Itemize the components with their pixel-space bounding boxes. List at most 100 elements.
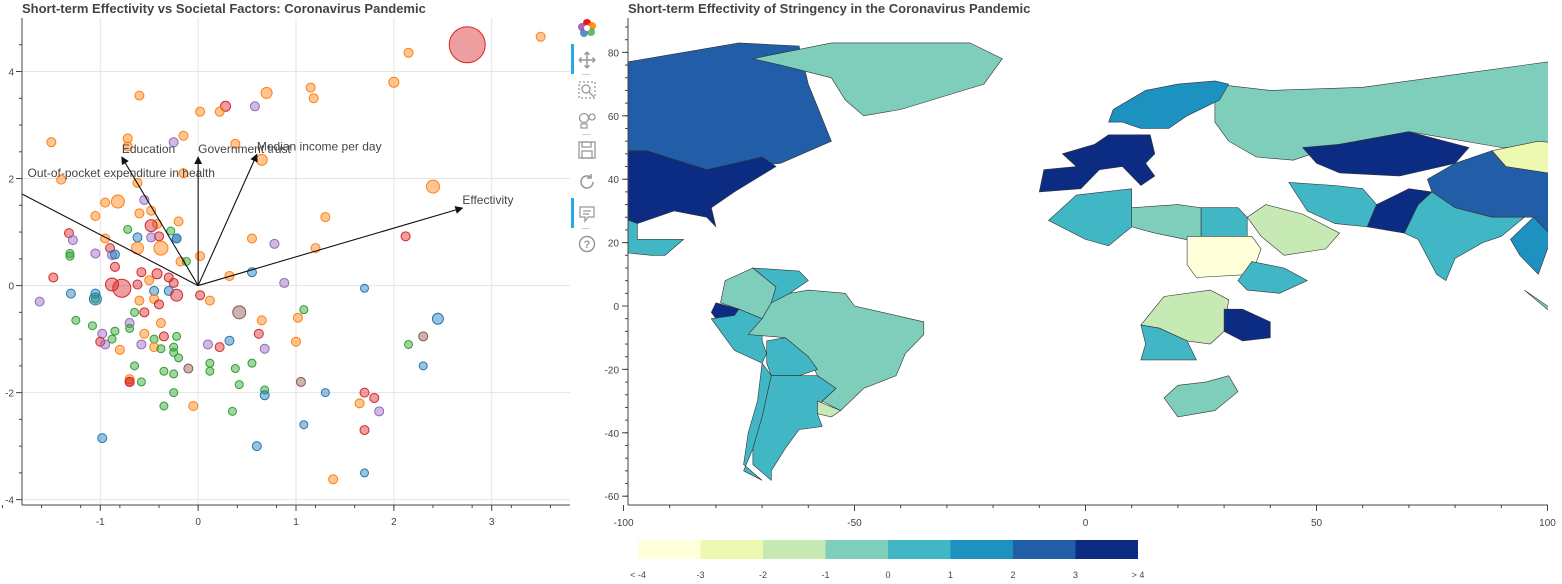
scatter-point [134, 208, 145, 219]
scatter-point [65, 248, 75, 258]
box-zoom-icon[interactable] [577, 80, 597, 100]
scatter-point [360, 283, 369, 293]
pan-icon[interactable] [577, 50, 597, 70]
y-tick-label: 4 [8, 68, 14, 79]
scatter-point [46, 137, 57, 148]
map-y-tick-label: 0 [613, 302, 619, 313]
save-icon[interactable] [577, 140, 597, 160]
scatter-point [56, 174, 67, 185]
x-tick-label: 2 [391, 517, 397, 528]
scatter-point [418, 331, 429, 342]
map-y-tick-label: -20 [605, 365, 620, 376]
scatter-point [158, 331, 169, 342]
scatter-point [205, 366, 215, 376]
scatter-point [144, 275, 155, 286]
scatter-point [404, 339, 414, 349]
scatter-point [431, 312, 444, 325]
bokeh-logo-icon[interactable] [577, 18, 597, 38]
legend-swatch [1013, 540, 1076, 559]
scatter-point [132, 232, 143, 243]
scatter-point [110, 194, 125, 209]
scatter-point [154, 231, 164, 242]
scatter-point [170, 288, 184, 302]
hover-icon[interactable] [577, 204, 597, 224]
scatter-point [400, 231, 411, 242]
reset-icon[interactable] [577, 172, 597, 192]
scatter-point [90, 294, 100, 304]
scatter-point [122, 141, 133, 152]
scatter-point [168, 277, 179, 288]
scatter-point [149, 285, 160, 296]
map-region [752, 375, 837, 482]
legend-label: -1 [821, 570, 829, 580]
map-title: Short-term Effectivity of Stringency in … [628, 1, 1031, 16]
legend-label: < -4 [630, 570, 646, 580]
scatter-point [369, 392, 380, 403]
choropleth-map[interactable]: -150-100-50050100150-60-40-20020406080< … [600, 0, 1562, 584]
scatter-point [155, 318, 166, 329]
y-tick-label: -2 [5, 389, 14, 400]
scatter-point [65, 288, 76, 299]
scatter-point [308, 93, 319, 104]
wheel-zoom-icon[interactable] [577, 110, 597, 130]
map-y-tick-label: 40 [608, 175, 620, 186]
map-x-tick-label: 100 [1539, 518, 1556, 529]
map-x-tick-label: -50 [847, 518, 862, 529]
scatter-point [149, 334, 159, 344]
scatter-point [65, 251, 75, 261]
scatter-point [227, 406, 237, 416]
scatter-point [125, 323, 135, 333]
scatter-point [204, 295, 215, 306]
loading-vectors: Out-of-pocket expenditure in health Educa… [22, 139, 513, 287]
scatter-point [279, 277, 290, 288]
map-y-tick-label: -60 [605, 492, 620, 503]
scatter-point [139, 328, 150, 339]
legend-label: 1 [948, 570, 953, 580]
scatter-point [374, 406, 385, 417]
scatter-point [178, 168, 189, 179]
map-region [1491, 140, 1548, 174]
map-y-tick-label: 20 [608, 239, 620, 250]
scatter-point [354, 398, 365, 409]
map-y-tick-label: -40 [605, 429, 620, 440]
scatter-point [67, 235, 78, 246]
scatter-point [359, 425, 370, 436]
scatter-point [246, 233, 257, 244]
map-region [1047, 188, 1132, 247]
scatter-point [114, 344, 125, 355]
scatter-point [87, 321, 97, 331]
map-region [1301, 131, 1470, 177]
help-icon[interactable]: ? [577, 234, 597, 254]
legend-swatch [888, 540, 951, 559]
map-region [1140, 324, 1197, 361]
scatter-point [535, 31, 546, 42]
scatter-point [97, 433, 108, 444]
y-tick-label: -4 [5, 496, 14, 507]
scatter-point [299, 420, 309, 430]
loading-label: Education [122, 142, 175, 156]
scatter-plot[interactable]: Out-of-pocket expenditure in health Educa… [0, 0, 600, 584]
map-region [1237, 261, 1308, 294]
map-region [766, 337, 818, 376]
scatter-point [232, 305, 247, 320]
map-region [1524, 289, 1548, 311]
map-region [1038, 134, 1156, 193]
scatter-point [90, 211, 101, 222]
scatter-point [134, 90, 145, 101]
scatter-point [418, 361, 428, 371]
scatter-point [292, 312, 303, 323]
map-y-tick-label: 60 [608, 112, 620, 123]
y-tick-label: 2 [8, 175, 14, 186]
scatter-point [174, 353, 184, 363]
scatter-point [295, 376, 306, 387]
scatter-point [388, 76, 400, 88]
legend-label: 3 [1073, 570, 1078, 580]
scatter-point [178, 130, 189, 141]
scatter-point [169, 369, 179, 379]
scatter-point [256, 315, 267, 326]
loading-label: Out-of-pocket expenditure in health [28, 166, 215, 180]
loading-label: Median income per day [257, 139, 382, 153]
scatter-points [34, 26, 546, 485]
scatter-point [88, 292, 102, 306]
scatter-point [259, 390, 270, 401]
